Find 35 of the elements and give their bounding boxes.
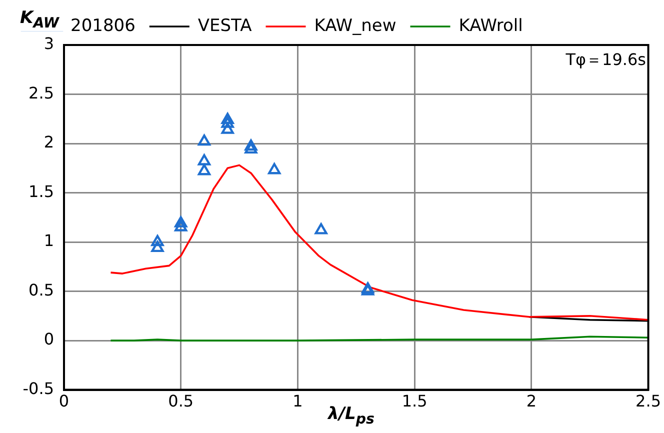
point <box>268 163 281 174</box>
y-tick-label: 2 <box>44 132 54 152</box>
y-tick-label: 0 <box>44 330 54 349</box>
point <box>244 142 258 154</box>
y-tick-label: 2.5 <box>28 83 54 102</box>
x-tick-label: 1.5 <box>402 392 428 411</box>
point <box>198 164 211 176</box>
y-tick-label: 3 <box>44 34 54 54</box>
point <box>244 139 258 151</box>
x-tick-label: 0.5 <box>168 392 194 411</box>
point <box>198 134 211 146</box>
x-axis-title: λ/L$_{ps}$ <box>328 404 374 430</box>
point <box>221 122 234 134</box>
x-tick-label: 0 <box>58 392 70 411</box>
point <box>221 116 234 128</box>
legend-label: 201806 <box>70 16 136 36</box>
x-tick-label: 1 <box>292 392 303 411</box>
y-tick-label: 1.5 <box>28 182 54 201</box>
y-tick-label: -0.5 <box>22 378 54 398</box>
point <box>198 154 211 166</box>
annotation: Tφ＝19.6s <box>566 50 646 71</box>
legend-label: KAW_new <box>314 16 396 36</box>
point <box>221 112 234 124</box>
point <box>174 220 188 232</box>
point <box>174 216 188 228</box>
y-tick-label: 1 <box>44 231 54 250</box>
x-tick-label: 2 <box>526 392 537 411</box>
point <box>151 240 164 252</box>
point <box>314 223 328 234</box>
x-tick-label: 2.5 <box>636 392 662 411</box>
y-axis-title: K$_{AW}$ <box>20 8 63 32</box>
legend-label: KAWroll <box>458 16 523 36</box>
point <box>151 234 164 246</box>
y-tick-label: 0.5 <box>28 280 54 300</box>
legend-label: VESTA <box>198 16 252 36</box>
